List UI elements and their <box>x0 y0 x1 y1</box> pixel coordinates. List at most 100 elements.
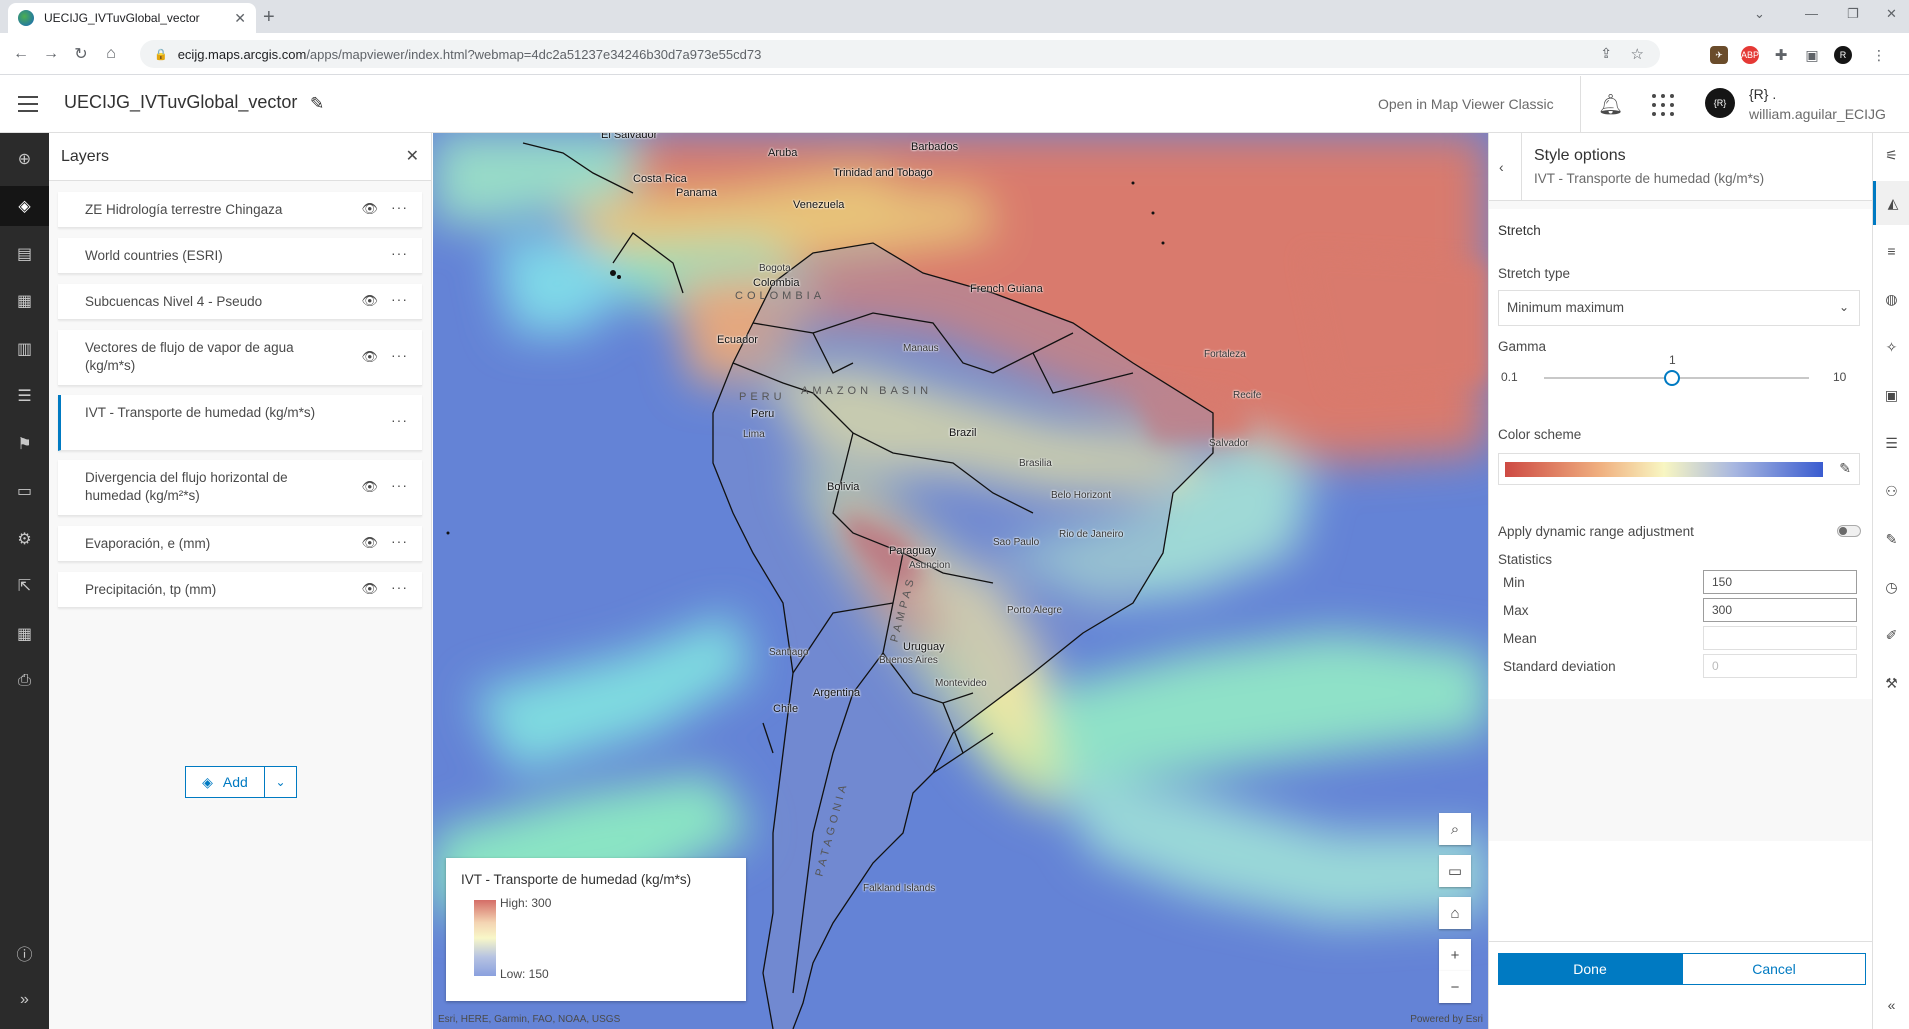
add-layer-button[interactable]: ◈ Add <box>185 766 265 798</box>
filter-icon[interactable]: ≡ <box>1887 243 1896 259</box>
avatar[interactable]: {R} <box>1705 88 1735 118</box>
layer-item[interactable]: Divergencia del flujo horizontal de hume… <box>58 460 422 516</box>
close-tab-icon[interactable]: ✕ <box>234 9 246 26</box>
expand-chevrons-icon[interactable]: » <box>20 991 29 1008</box>
layers-stack-icon[interactable]: ◈ <box>0 186 49 226</box>
done-button[interactable]: Done <box>1498 953 1682 985</box>
powered-by-esri[interactable]: Powered by Esri <box>1410 1014 1483 1025</box>
profile-icon[interactable]: R <box>1834 46 1852 64</box>
visibility-eye-icon[interactable]: 👁︎ <box>361 349 378 364</box>
map-view[interactable]: Guatemala El Salvador Caribbean Sea Domi… <box>433 133 1488 1029</box>
stretch-section-title[interactable]: Stretch <box>1498 223 1541 238</box>
more-options-icon[interactable]: ··· <box>391 533 408 549</box>
styles-icon[interactable]: ◭ <box>1873 181 1909 225</box>
share-map-icon[interactable]: ▦ <box>16 626 33 643</box>
dynamic-range-toggle[interactable] <box>1837 525 1861 537</box>
extension-icon[interactable]: ✈ <box>1710 46 1728 64</box>
min-input[interactable]: 150 <box>1703 570 1857 594</box>
extensions-puzzle-icon[interactable]: ✚ <box>1774 47 1788 64</box>
notifications-bell-icon[interactable]: 🔔︎ <box>1598 94 1624 116</box>
open-classic-link[interactable]: Open in Map Viewer Classic <box>1378 96 1554 112</box>
url-input[interactable]: 🔒 ecijg.maps.arcgis.com /apps/mapviewer/… <box>140 40 1660 68</box>
user-display-name[interactable]: {R} . <box>1749 86 1777 102</box>
properties-sliders-icon[interactable]: ⚟ <box>1885 146 1898 163</box>
bookmarks-icon[interactable]: ⚑ <box>17 436 32 453</box>
close-window-icon[interactable]: ✕ <box>1886 6 1897 21</box>
share-icon[interactable]: ⇪ <box>1600 45 1612 61</box>
add-layer-icon[interactable]: ⊕ <box>17 151 32 168</box>
close-panel-icon[interactable]: ✕ <box>405 148 419 165</box>
search-icon[interactable]: ⌕ <box>1439 813 1471 845</box>
more-options-icon[interactable]: ··· <box>391 245 408 261</box>
popups-icon[interactable]: ▣ <box>1884 386 1899 403</box>
visibility-eye-icon[interactable]: 👁︎ <box>361 479 378 494</box>
visibility-eye-icon[interactable]: 👁︎ <box>361 201 378 216</box>
screen-display-icon[interactable]: ▭ <box>1439 855 1471 887</box>
tools-wrench-icon[interactable]: ⚒ <box>1885 674 1898 691</box>
visibility-eye-icon[interactable]: 👁︎ <box>361 581 378 596</box>
max-input[interactable]: 300 <box>1703 598 1857 622</box>
labels-icon[interactable]: ⚇ <box>1885 482 1898 499</box>
edit-title-pencil-icon[interactable]: ✎ <box>310 94 325 113</box>
forward-arrow-icon[interactable]: → <box>43 44 59 62</box>
reload-icon[interactable]: ↻ <box>74 45 88 63</box>
user-username[interactable]: william.aguilar_ECIJG <box>1749 106 1886 122</box>
edit-icon[interactable]: ✎ <box>1885 530 1898 547</box>
restore-icon[interactable]: ❐ <box>1847 6 1859 21</box>
gamma-slider-thumb[interactable] <box>1664 370 1680 386</box>
zoom-out-icon[interactable]: − <box>1439 971 1471 1003</box>
color-scheme-picker[interactable]: ✎ <box>1498 453 1860 485</box>
layer-item-selected[interactable]: IVT - Transporte de humedad (kg/m*s) ··· <box>58 395 422 451</box>
more-options-icon[interactable]: ··· <box>391 477 408 493</box>
std-input[interactable]: 0 <box>1703 654 1857 678</box>
effects-icon[interactable]: ◍ <box>1885 290 1898 307</box>
sidepanel-icon[interactable]: ▣ <box>1805 46 1819 63</box>
add-dropdown-chevron-icon[interactable]: ⌄ <box>265 766 297 798</box>
home-icon[interactable]: ⌂ <box>106 44 116 62</box>
map-properties-icon[interactable]: ▭ <box>16 483 33 500</box>
back-chevron-icon[interactable]: ‹ <box>1499 159 1504 175</box>
settings-gear-icon[interactable]: ⚙ <box>17 531 32 548</box>
fields-icon[interactable]: ☰ <box>1885 434 1898 451</box>
new-tab-icon[interactable]: + <box>263 6 275 28</box>
map-attribution[interactable]: Esri, HERE, Garmin, FAO, NOAA, USGS <box>438 1014 621 1025</box>
app-launcher-icon[interactable] <box>1652 94 1674 116</box>
more-options-icon[interactable]: ··· <box>391 412 408 428</box>
layer-item[interactable]: Vectores de flujo de vapor de agua (kg/m… <box>58 330 422 386</box>
back-arrow-icon[interactable]: ← <box>13 44 29 62</box>
more-options-icon[interactable]: ··· <box>391 579 408 595</box>
visibility-eye-icon[interactable]: 👁︎ <box>361 293 378 308</box>
tables-icon[interactable]: ▤ <box>16 246 33 263</box>
bookmark-star-icon[interactable]: ☆ <box>1630 46 1644 63</box>
save-open-icon[interactable]: ⇱ <box>17 578 32 595</box>
more-options-icon[interactable]: ··· <box>391 347 408 363</box>
mean-input[interactable] <box>1703 626 1857 650</box>
visibility-eye-icon[interactable]: 👁︎ <box>361 535 378 550</box>
zoom-in-icon[interactable]: + <box>1439 939 1471 971</box>
sketch-icon[interactable]: ✐ <box>1885 626 1898 643</box>
tab-search-icon[interactable]: ⌄ <box>1754 6 1765 21</box>
layer-item[interactable]: ZE Hidrología terrestre Chingaza 👁︎ ··· <box>58 192 422 228</box>
home-extent-icon[interactable]: ⌂ <box>1439 897 1471 929</box>
more-options-icon[interactable]: ··· <box>391 291 408 307</box>
collapse-chevrons-icon[interactable]: « <box>1887 997 1896 1013</box>
adblock-icon[interactable]: ABP <box>1741 46 1759 64</box>
layer-item[interactable]: Precipitación, tp (mm) 👁︎ ··· <box>58 572 422 608</box>
charts-icon[interactable]: ▥ <box>16 341 33 358</box>
cancel-button[interactable]: Cancel <box>1682 953 1866 985</box>
browser-tab[interactable]: UECIJG_IVTuvGlobal_vector ✕ <box>8 3 256 33</box>
print-icon[interactable]: ⎙ <box>18 672 31 689</box>
layer-item[interactable]: Subcuencas Nivel 4 - Pseudo 👁︎ ··· <box>58 284 422 320</box>
basemap-icon[interactable]: ▦ <box>16 293 33 310</box>
layer-item[interactable]: World countries (ESRI) ··· <box>58 238 422 274</box>
time-clock-icon[interactable]: ◷ <box>1885 578 1898 595</box>
browser-menu-icon[interactable]: ⋮ <box>1872 46 1886 63</box>
minimize-icon[interactable]: — <box>1805 6 1818 21</box>
info-icon[interactable]: ⓘ <box>16 947 33 964</box>
more-options-icon[interactable]: ··· <box>391 199 408 215</box>
legend-icon[interactable]: ☰ <box>17 388 32 405</box>
edit-pencil-icon[interactable]: ✎ <box>1839 460 1851 476</box>
hamburger-menu-icon[interactable] <box>18 96 38 117</box>
sparkle-icon[interactable]: ✧ <box>1885 338 1898 355</box>
layer-item[interactable]: Evaporación, e (mm) 👁︎ ··· <box>58 526 422 562</box>
